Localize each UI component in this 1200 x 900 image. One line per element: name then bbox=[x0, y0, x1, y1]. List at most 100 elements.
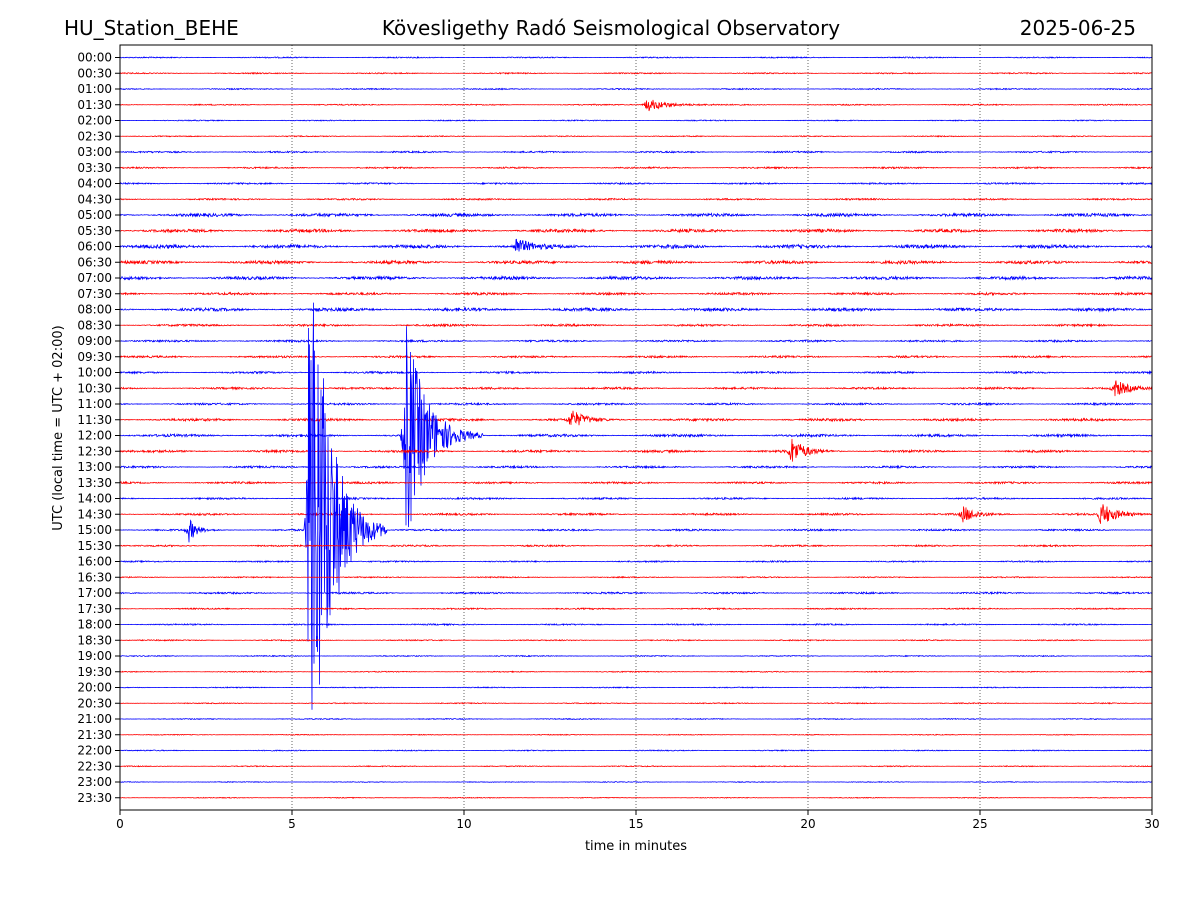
trace-1000 bbox=[119, 370, 1153, 376]
y-tick-label: 08:00 bbox=[77, 303, 112, 317]
y-tick-label: 12:30 bbox=[77, 444, 112, 458]
trace-1300 bbox=[119, 464, 1153, 470]
y-tick-label: 19:00 bbox=[77, 649, 112, 663]
y-tick-label: 23:00 bbox=[77, 775, 112, 789]
trace-1930 bbox=[119, 670, 1153, 673]
trace-1630 bbox=[119, 575, 1153, 579]
y-tick-label: 21:30 bbox=[77, 728, 112, 742]
trace-2000 bbox=[119, 686, 1153, 689]
y-tick-label: 18:00 bbox=[77, 618, 112, 632]
trace-1130 bbox=[119, 410, 1153, 426]
trace-0130 bbox=[119, 99, 1153, 112]
trace-0830 bbox=[119, 322, 1153, 328]
trace-1030 bbox=[119, 380, 1153, 397]
y-tick-label: 10:00 bbox=[77, 366, 112, 380]
trace-1230 bbox=[120, 438, 1153, 462]
y-axis-label: UTC (local time = UTC + 02:00) bbox=[51, 325, 66, 530]
y-tick-label: 21:00 bbox=[77, 712, 112, 726]
trace-0230 bbox=[119, 134, 1153, 138]
y-tick-label: 23:30 bbox=[77, 791, 112, 805]
trace-0400 bbox=[119, 181, 1153, 186]
trace-1530 bbox=[119, 543, 1153, 548]
trace-0200 bbox=[119, 119, 1153, 122]
y-tick-label: 02:30 bbox=[77, 129, 112, 143]
y-tick-label: 04:00 bbox=[77, 177, 112, 191]
trace-2130 bbox=[120, 733, 1153, 736]
y-tick-label: 06:30 bbox=[77, 255, 112, 269]
trace-1800 bbox=[119, 622, 1153, 627]
y-tick-label: 05:30 bbox=[77, 224, 112, 238]
trace-1900 bbox=[119, 654, 1153, 658]
trace-0630 bbox=[119, 259, 1153, 266]
y-tick-label: 09:00 bbox=[77, 334, 112, 348]
trace-2200 bbox=[119, 749, 1153, 752]
trace-2100 bbox=[119, 717, 1153, 721]
y-tick-label: 11:00 bbox=[77, 397, 112, 411]
trace-2030 bbox=[119, 701, 1153, 705]
y-tick-label: 22:30 bbox=[77, 759, 112, 773]
y-tick-label: 20:00 bbox=[77, 681, 112, 695]
seismic-traces bbox=[119, 56, 1153, 799]
observatory-title: Kövesligethy Radó Seismological Observat… bbox=[382, 16, 840, 40]
y-tick-label: 16:30 bbox=[77, 570, 112, 584]
trace-0530 bbox=[119, 227, 1153, 234]
y-tick-label: 06:00 bbox=[77, 240, 112, 254]
trace-2330 bbox=[120, 796, 1153, 799]
y-tick-label: 18:30 bbox=[77, 633, 112, 647]
y-tick-label: 14:00 bbox=[77, 492, 112, 506]
y-tick-label: 01:30 bbox=[77, 98, 112, 112]
y-tick-label: 16:00 bbox=[77, 555, 112, 569]
y-tick-label: 15:30 bbox=[77, 539, 112, 553]
trace-2230 bbox=[119, 764, 1153, 768]
trace-1600 bbox=[119, 559, 1153, 564]
trace-0730 bbox=[119, 291, 1153, 297]
y-tick-label: 01:00 bbox=[77, 82, 112, 96]
trace-1500 bbox=[119, 302, 1153, 710]
trace-0300 bbox=[119, 150, 1153, 154]
x-axis-ticks: 0 5 10 15 20 25 30 bbox=[116, 810, 1160, 831]
x-tick-label: 15 bbox=[628, 817, 643, 831]
trace-1700 bbox=[119, 590, 1153, 596]
trace-0500 bbox=[119, 212, 1153, 218]
trace-0700 bbox=[119, 274, 1153, 281]
x-tick-label: 20 bbox=[800, 817, 815, 831]
station-label: HU_Station_BEHE bbox=[64, 16, 239, 40]
y-tick-label: 20:30 bbox=[77, 696, 112, 710]
y-tick-label: 08:30 bbox=[77, 318, 112, 332]
trace-0000 bbox=[119, 56, 1153, 59]
y-tick-label: 02:00 bbox=[77, 114, 112, 128]
y-tick-label: 10:30 bbox=[77, 381, 112, 395]
y-tick-label: 07:30 bbox=[77, 287, 112, 301]
y-tick-label: 09:30 bbox=[77, 350, 112, 364]
trace-2300 bbox=[119, 780, 1153, 784]
trace-0430 bbox=[119, 197, 1153, 201]
trace-0600 bbox=[119, 238, 1153, 252]
trace-0930 bbox=[119, 354, 1153, 360]
y-tick-label: 19:30 bbox=[77, 665, 112, 679]
x-axis-label: time in minutes bbox=[585, 839, 687, 854]
x-tick-label: 10 bbox=[456, 817, 471, 831]
trace-1430 bbox=[119, 504, 1153, 524]
x-tick-label: 0 bbox=[116, 817, 124, 831]
x-tick-label: 25 bbox=[972, 817, 987, 831]
date-label: 2025-06-25 bbox=[1020, 16, 1136, 40]
y-tick-label: 04:30 bbox=[77, 192, 112, 206]
trace-0030 bbox=[119, 71, 1153, 75]
trace-1200 bbox=[119, 326, 1153, 528]
y-tick-label: 12:00 bbox=[77, 429, 112, 443]
y-tick-label: 00:00 bbox=[77, 51, 112, 65]
y-tick-label: 17:00 bbox=[77, 586, 112, 600]
y-tick-label: 05:00 bbox=[77, 208, 112, 222]
y-tick-label: 13:30 bbox=[77, 476, 112, 490]
y-tick-label: 13:00 bbox=[77, 460, 112, 474]
y-tick-label: 22:00 bbox=[77, 744, 112, 758]
y-tick-label: 00:30 bbox=[77, 66, 112, 80]
y-tick-label: 03:30 bbox=[77, 161, 112, 175]
trace-1830 bbox=[119, 638, 1153, 642]
trace-0800 bbox=[119, 306, 1153, 313]
trace-1730 bbox=[120, 607, 1153, 611]
y-tick-label: 14:30 bbox=[77, 507, 112, 521]
x-tick-label: 30 bbox=[1144, 817, 1159, 831]
